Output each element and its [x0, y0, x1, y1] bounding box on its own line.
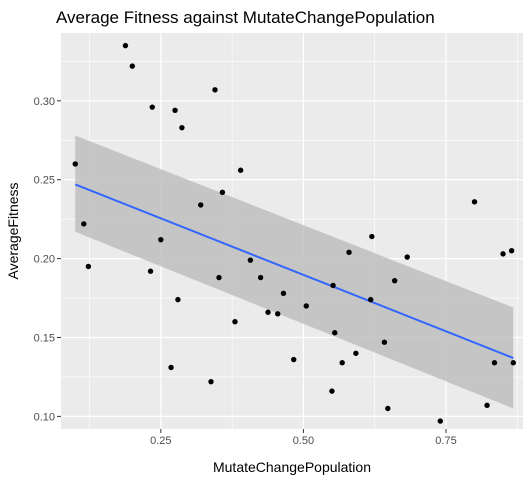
data-point [332, 330, 338, 336]
data-point [172, 107, 178, 114]
data-point [168, 364, 174, 371]
data-point [179, 124, 185, 131]
chart-title: Average Fitness against MutateChangePopu… [56, 8, 435, 27]
trend-line-group [74, 183, 514, 359]
data-point [484, 402, 490, 409]
data-point [216, 274, 222, 281]
data-point [346, 249, 352, 255]
data-point [158, 236, 164, 243]
data-points [72, 42, 517, 424]
data-point [368, 296, 374, 303]
data-point [404, 254, 410, 260]
data-point [149, 104, 155, 110]
y-tick-label: 0.10 [34, 411, 55, 423]
data-point [147, 268, 154, 274]
data-point [175, 296, 181, 303]
data-point [257, 274, 264, 281]
data-point [500, 251, 506, 257]
data-point [280, 290, 287, 297]
data-point [219, 189, 226, 196]
data-point [212, 87, 218, 93]
y-tick-label: 0.25 [34, 175, 55, 187]
data-point [247, 257, 254, 263]
data-point [369, 233, 375, 240]
data-point [329, 388, 335, 394]
x-axis-title: MutateChangePopulation [213, 459, 371, 475]
data-point [508, 248, 515, 254]
regression-line [74, 183, 514, 359]
data-point [353, 350, 359, 356]
x-tick-label: 0.25 [150, 435, 171, 447]
data-point [265, 309, 271, 315]
x-tick-label: 0.50 [293, 435, 314, 447]
data-point [303, 303, 309, 309]
y-tick-label: 0.15 [34, 332, 55, 344]
data-point [122, 42, 129, 49]
data-point [391, 277, 398, 284]
data-point [208, 378, 214, 385]
x-axis: 0.25 0.50 0.75 [150, 429, 457, 447]
data-point [437, 418, 443, 424]
x-tick-label: 0.75 [435, 435, 456, 447]
y-axis-title: AverageFitness [5, 182, 21, 279]
y-tick-label: 0.20 [34, 254, 55, 266]
data-point [385, 405, 391, 412]
data-point [81, 221, 87, 227]
data-point [237, 167, 244, 173]
y-tick-label: 0.30 [34, 96, 55, 108]
y-axis: 0.10 0.15 0.20 0.25 0.30 [34, 96, 61, 423]
data-point [291, 356, 297, 363]
data-point [339, 360, 345, 366]
data-point [491, 360, 498, 366]
data-point [72, 161, 78, 167]
data-point [381, 339, 388, 345]
data-point [510, 360, 517, 366]
data-point [85, 263, 92, 270]
data-point [198, 202, 204, 208]
data-point [275, 311, 281, 317]
data-point [330, 282, 336, 289]
data-point [232, 319, 238, 325]
data-point [129, 63, 135, 69]
data-point [471, 199, 478, 205]
